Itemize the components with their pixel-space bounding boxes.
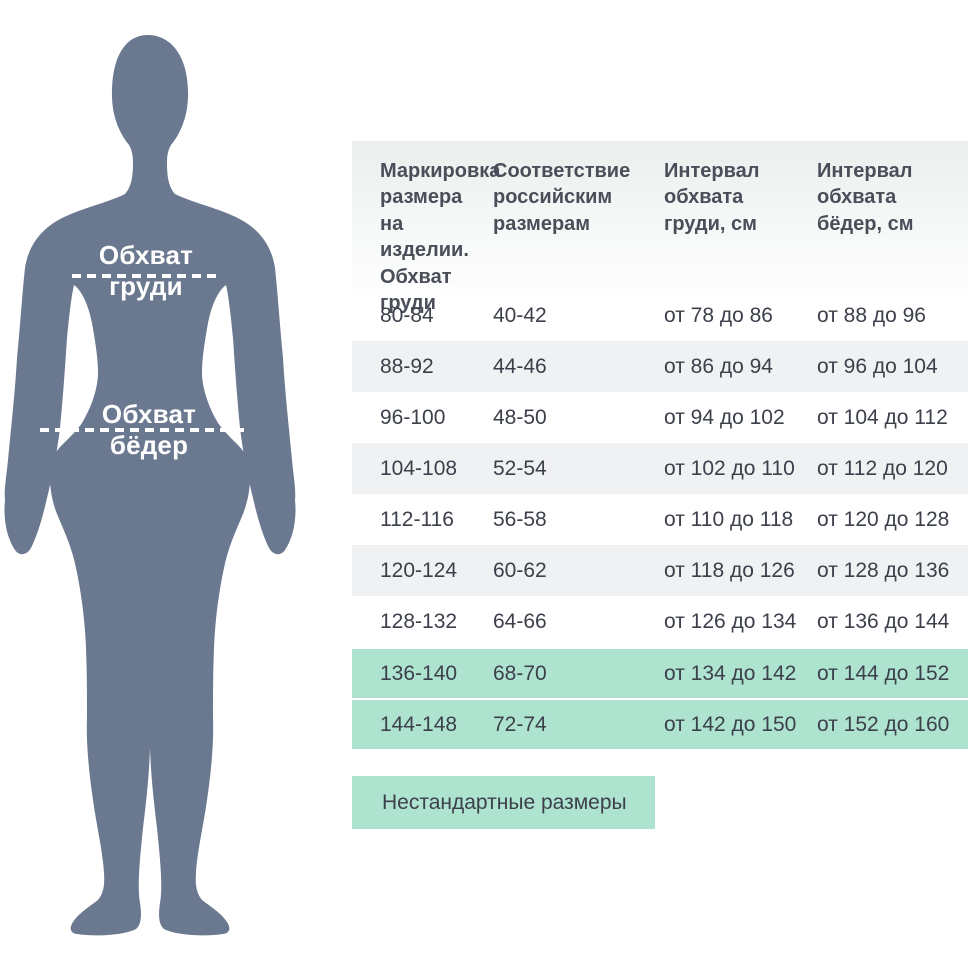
table-cell-hips: от 104 до 112: [817, 405, 948, 429]
table-row: 104-108 52-54 от 102 до 110 от 112 до 120: [352, 443, 968, 494]
table-cell-chest: от 86 до 94: [664, 354, 773, 378]
table-cell-hips: от 136 до 144: [817, 609, 950, 633]
table-cell-chest: от 126 до 134: [664, 609, 797, 633]
hips-dashed-line: [40, 428, 244, 432]
header-chest-interval: Интервал обхвата груди, см: [664, 160, 760, 235]
table-cell-chest: от 78 до 86: [664, 303, 773, 327]
chest-measure-label: Обхват груди: [98, 240, 194, 301]
table-cell-hips: от 96 до 104: [817, 354, 938, 378]
table-cell-hips: от 88 до 96: [817, 303, 926, 327]
table-cell-ru: 40-42: [493, 303, 547, 327]
table-row: 112-116 56-58 от 110 до 118 от 120 до 128: [352, 494, 968, 545]
legend-label: Нестандартные размеры: [382, 790, 627, 814]
female-silhouette-figure: [0, 28, 300, 938]
table-row: 88-92 44-46 от 86 до 94 от 96 до 104: [352, 341, 968, 392]
table-cell-size: 80-84: [380, 303, 434, 327]
chest-dashed-line: [72, 274, 222, 278]
table-cell-hips: от 152 до 160: [817, 712, 950, 736]
table-cell-size: 144-148: [380, 712, 458, 736]
table-cell-chest: от 118 до 126: [664, 558, 795, 582]
size-table: Маркировка размера на изделии. Обхват гр…: [352, 141, 968, 749]
table-cell-hips: от 144 до 152: [817, 661, 950, 685]
table-cell-size: 88-92: [380, 354, 434, 378]
table-cell-chest: от 142 до 150: [664, 712, 797, 736]
table-row: 120-124 60-62 от 118 до 126 от 128 до 136: [352, 545, 968, 596]
size-table-header: Маркировка размера на изделии. Обхват гр…: [352, 141, 968, 314]
table-cell-hips: от 112 до 120: [817, 456, 948, 480]
table-cell-chest: от 134 до 142: [664, 661, 797, 685]
table-row: 96-100 48-50 от 94 до 102 от 104 до 112: [352, 392, 968, 443]
table-cell-hips: от 128 до 136: [817, 558, 950, 582]
table-row: 144-148 72-74 от 142 до 150 от 152 до 160: [352, 698, 968, 749]
table-cell-chest: от 94 до 102: [664, 405, 785, 429]
nonstandard-sizes-legend: Нестандартные размеры: [352, 776, 655, 829]
table-cell-ru: 52-54: [493, 456, 547, 480]
female-silhouette-icon: [4, 35, 296, 936]
table-cell-ru: 48-50: [493, 405, 547, 429]
table-cell-size: 112-116: [380, 507, 454, 531]
table-row: 80-84 40-42 от 78 до 86 от 88 до 96: [352, 290, 968, 341]
table-cell-size: 136-140: [380, 661, 458, 685]
table-row: 136-140 68-70 от 134 до 142 от 144 до 152: [352, 647, 968, 698]
table-cell-size: 96-100: [380, 405, 446, 429]
table-row: 128-132 64-66 от 126 до 134 от 136 до 144: [352, 596, 968, 647]
table-cell-ru: 64-66: [493, 609, 547, 633]
table-cell-ru: 56-58: [493, 507, 547, 531]
hips-measure-label: Обхват бёдер: [101, 399, 197, 460]
table-cell-ru: 72-74: [493, 712, 547, 736]
table-cell-hips: от 120 до 128: [817, 507, 950, 531]
table-cell-size: 128-132: [380, 609, 458, 633]
header-russian-size: Соответствие российским размерам: [493, 160, 631, 235]
header-hips-interval: Интервал обхвата бёдер, см: [817, 160, 914, 235]
table-cell-chest: от 110 до 118: [664, 507, 794, 531]
table-cell-ru: 68-70: [493, 661, 547, 685]
table-cell-ru: 60-62: [493, 558, 547, 582]
header-size-marking: Маркировка размера на изделии. Обхват гр…: [380, 160, 501, 314]
table-cell-size: 120-124: [380, 558, 458, 582]
table-cell-chest: от 102 до 110: [664, 456, 795, 480]
size-table-body: 80-84 40-42 от 78 до 86 от 88 до 96 88-92 44-…: [352, 290, 968, 749]
table-cell-ru: 44-46: [493, 354, 547, 378]
table-cell-size: 104-108: [380, 456, 458, 480]
